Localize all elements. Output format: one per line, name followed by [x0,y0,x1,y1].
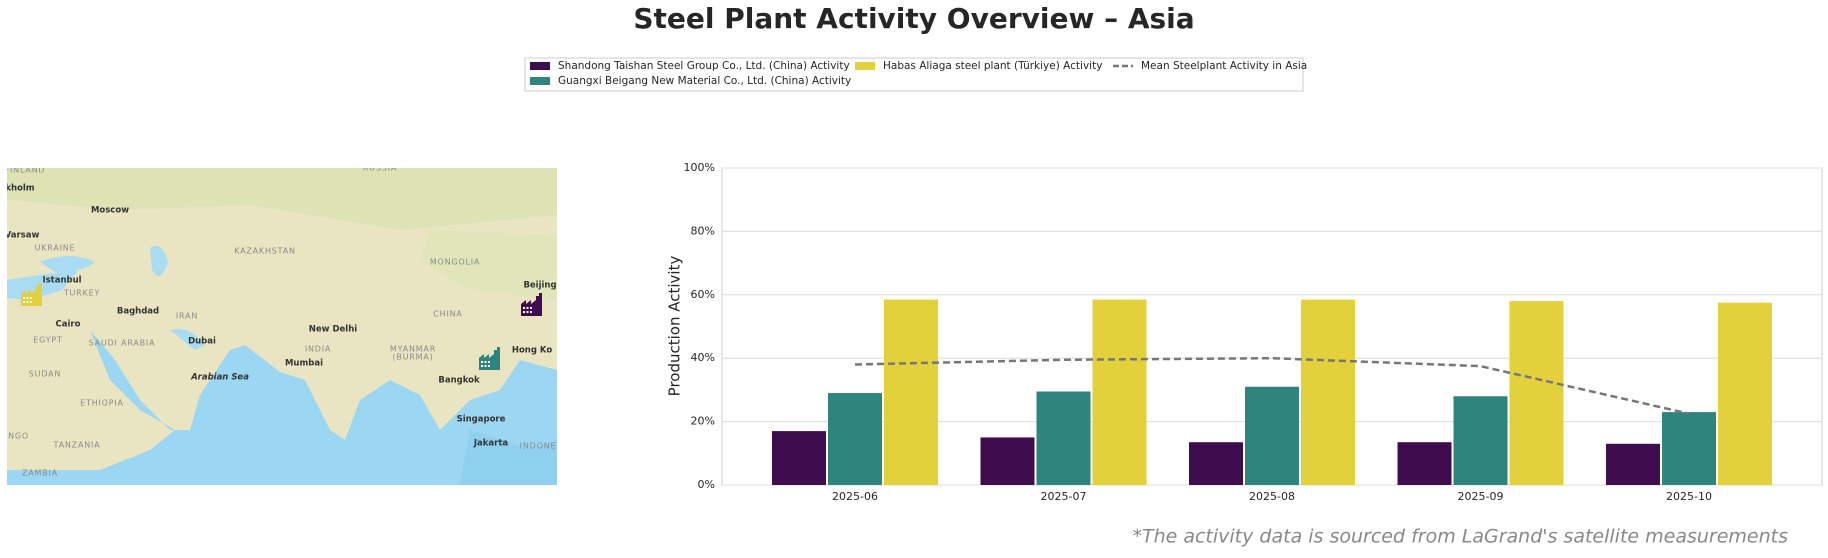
map-label: Istanbul [42,276,81,286]
map-label: Hong Ko [512,346,552,356]
plant-marker [521,293,542,316]
map-label: INDIA [305,345,331,354]
chart-title: Steel Plant Activity Overview – Asia [633,2,1194,35]
bar [1718,302,1772,485]
map-label: Bangkok [438,376,480,386]
plant-window [484,365,487,367]
y-tick-label: 20% [691,415,715,428]
map-label: KAZAKHSTAN [234,247,296,256]
bar [1189,442,1243,485]
map-label: kholm [5,184,34,194]
map-label: Singapore [457,415,506,425]
x-tick-label: 2025-07 [1041,490,1087,503]
plant-window [523,311,525,313]
x-tick-label: 2025-08 [1249,490,1295,503]
plant-window [484,361,487,363]
plant-window [530,307,532,309]
map-label: CHINA [433,310,462,319]
map-label: Baghdad [117,307,159,317]
bar [1662,412,1716,485]
plant-window [26,301,29,303]
map-label: Mumbai [285,359,323,369]
map-label: Moscow [91,206,129,216]
plant-window [481,365,483,367]
map-label: TANZANIA [53,441,101,450]
bar [1245,386,1299,485]
map-label: MONGOLIA [430,258,480,267]
x-tick-label: 2025-06 [832,490,878,503]
y-tick-label: 0% [698,478,715,491]
bar [1036,391,1091,485]
y-tick-label: 80% [691,224,715,237]
bar [884,299,938,485]
plant-window [523,307,525,309]
y-axis-label: Production Activity [666,256,684,397]
map-label: Jakarta [473,439,509,449]
bar [828,393,882,485]
map-label: Beijing [523,281,556,291]
map-label: UKRAINE [35,244,76,253]
plant-window [23,301,25,303]
footnote: *The activity data is sourced from LaGra… [1132,526,1788,548]
legend-label: Guangxi Beigang New Material Co., Ltd. (… [558,75,851,87]
map-label: Dubai [188,337,216,347]
bar [772,431,826,485]
map-label: RUSSIA [363,164,397,173]
map-label: ETHIOPIA [80,399,124,408]
map-label: (BURMA) [392,353,433,362]
plant-window [530,311,532,313]
bar [980,437,1035,485]
y-tick-label: 100% [684,161,715,174]
map-label: New Delhi [309,325,357,335]
bar [1301,299,1355,485]
map-label: INDONE [520,442,557,451]
map-label: ZAMBIA [22,469,58,478]
map-label: Arabian Sea [190,373,249,383]
bar [1453,396,1508,485]
map-label: SUDAN [29,370,61,379]
y-tick-label: 60% [691,288,715,301]
map-label: ONGO [1,432,29,441]
map-label: FINLAND [5,166,46,175]
legend [524,57,1304,92]
bar [1397,442,1452,485]
legend-swatch [855,62,875,70]
bar [1509,301,1564,485]
plant-window [30,301,32,303]
mean-line [854,356,1690,415]
legend-swatch [530,62,550,70]
legend-swatch [530,77,550,85]
y-tick-label: 40% [691,351,715,364]
x-tick-label: 2025-09 [1458,490,1504,503]
plant-window [30,297,32,299]
legend-label: Shandong Taishan Steel Group Co., Ltd. (… [558,60,850,72]
map-label: TURKEY [63,289,100,298]
map-label: SAUDI ARABIA [89,339,156,348]
bar [1092,299,1147,485]
plant-window [488,365,490,367]
map-label: Varsaw [5,231,40,241]
plant-marker [479,347,500,370]
plant-window [526,307,529,309]
plant-window [26,297,29,299]
x-tick-label: 2025-10 [1666,490,1712,503]
map-label: IRAN [176,312,198,321]
bar [1606,443,1660,485]
plant-marker [21,283,42,306]
plant-window [488,361,490,363]
map: FINLAND RUSSIA kholm Moscow Varsaw UKRAINE KAZ… [1,164,557,485]
map-label: EGYPT [33,336,62,345]
map-label: MYANMAR [390,345,436,354]
plant-window [481,361,483,363]
plant-window [526,311,529,313]
legend-label: Habas Aliaga steel plant (Türkiye) Activ… [883,60,1102,72]
legend-label: Mean Steelplant Activity in Asia [1141,60,1307,72]
plant-window [23,297,25,299]
map-label: Cairo [56,320,81,330]
